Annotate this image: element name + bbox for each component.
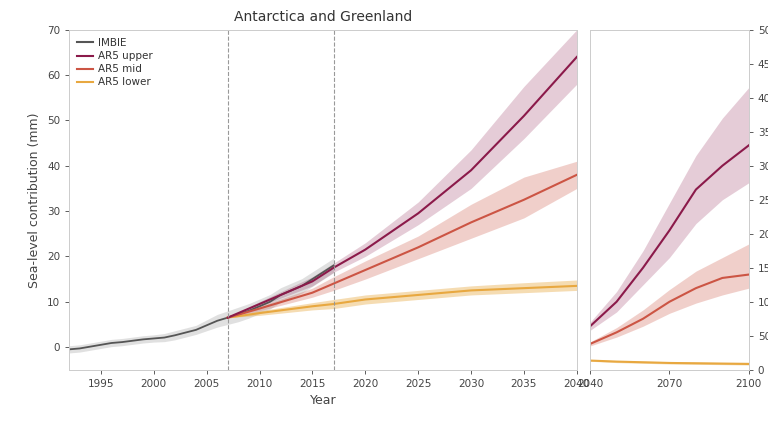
X-axis label: Year: Year [310, 394, 336, 407]
Y-axis label: Sea-level contribution (mm): Sea-level contribution (mm) [28, 112, 41, 287]
Legend: IMBIE, AR5 upper, AR5 mid, AR5 lower: IMBIE, AR5 upper, AR5 mid, AR5 lower [74, 35, 156, 91]
Title: Antarctica and Greenland: Antarctica and Greenland [233, 11, 412, 24]
